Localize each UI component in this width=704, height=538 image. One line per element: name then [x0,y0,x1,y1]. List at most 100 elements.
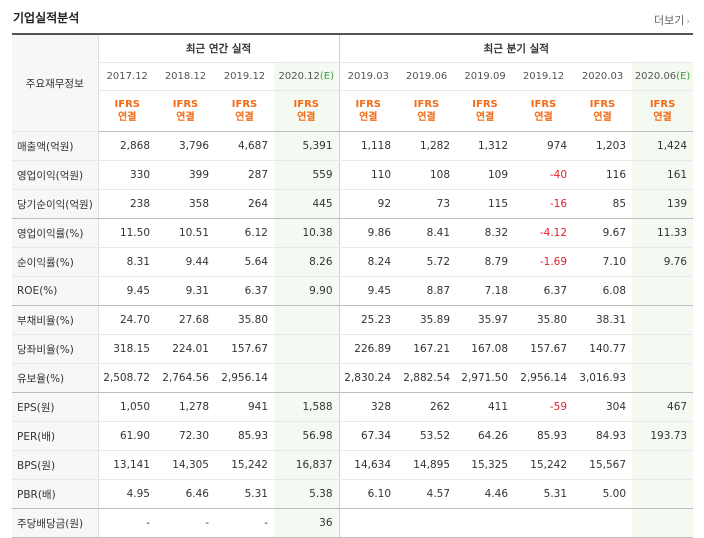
value-cell: 109 [456,160,515,190]
value-cell [274,363,340,393]
value-cell: 24.70 [98,305,156,335]
row-label: PER(배) [12,421,99,451]
period-header: 2020.12(E) [274,62,340,91]
consolidated-label: 연결 [176,112,195,123]
value-cell: 67.34 [338,421,398,451]
period-label: 2020.06 [634,71,677,82]
table-row: 주당배당금(원) - - -36 [12,508,694,538]
period-label: 2019.12 [522,71,565,82]
table-body: 매출액(억원) 2,868 3,796 4,687 5,391 1,118 1,282 1,3… [12,131,694,538]
value-cell: 5,391 [274,131,340,161]
consolidated-label: 연결 [297,112,316,123]
value-cell: 7.18 [456,276,515,306]
ifrs-label: IFRS [472,99,498,110]
period-header: 2017.12 [98,62,156,91]
table-row: 유보율(%) 2,508.72 2,764.56 2,956.14 2,830.24 2,… [12,363,694,393]
value-cell: 15,242 [215,450,274,480]
value-cell: 3,796 [156,131,215,161]
period-header: 2019.09 [456,62,515,91]
value-cell: 1,050 [98,392,156,422]
table-row: 부채비율(%) 24.70 27.68 35.80 25.23 35.89 35.97 35.… [12,305,694,335]
period-label: 2019.12 [223,71,266,82]
table-row: BPS(원) 13,141 14,305 15,242 16,837 14,634 14,8… [12,450,694,480]
value-cell: 85.93 [514,421,574,451]
period-label: 2017.12 [106,71,148,82]
ifrs-label: IFRS [413,99,440,110]
value-cell [632,363,694,393]
value-cell: 330 [98,160,156,190]
row-label: ROE(%) [12,276,99,306]
estimate-mark: (E) [319,71,334,82]
value-cell: 1,312 [456,131,515,161]
ifrs-label: IFRS [649,99,676,110]
consolidated-label: 연결 [475,112,495,123]
consolidated-label: 연결 [534,112,553,123]
table-row: 영업이익률(%) 11.50 10.51 6.12 10.38 9.86 8.41 8.32-… [12,218,694,248]
row-label: 매출액(억원) [12,131,99,161]
value-cell: 27.68 [156,305,215,335]
ifrs-header: IFRS 연결 [338,90,398,132]
value-cell: 11.50 [98,218,156,248]
value-cell [338,508,398,538]
value-cell: 8.32 [456,218,515,248]
value-cell: 115 [456,189,515,219]
value-cell: 559 [274,160,340,190]
ifrs-label: IFRS [355,99,382,110]
value-cell: 10.51 [156,218,215,248]
more-link[interactable]: 더보기 › [654,12,690,28]
more-link-label[interactable]: 더보기 [654,14,685,27]
value-cell: 2,830.24 [338,363,398,393]
value-cell: - [156,508,215,538]
row-label: 부채비율(%) [12,305,99,335]
value-cell: 53.52 [397,421,457,451]
quarter-group-header: 최근 분기 실적 [338,33,694,63]
table-row: EPS(원) 1,050 1,278 941 1,588 328 262 411 -59 304 4… [12,392,694,422]
value-cell: 238 [98,189,156,219]
value-cell: 35.80 [514,305,574,335]
value-cell: 224.01 [156,334,215,364]
value-cell: 411 [456,392,515,422]
period-header-row: 2017.12 2018.12 2019.12 2020.12(E) 2019.03 20… [12,62,694,91]
value-cell: 9.90 [274,276,340,306]
value-cell: 14,305 [156,450,215,480]
period-label: 2019.06 [405,71,448,82]
consolidated-label: 연결 [118,112,137,123]
value-cell: 157.67 [215,334,274,364]
value-cell: 5.00 [573,479,633,509]
value-cell: 8.41 [397,218,457,248]
value-cell [397,508,457,538]
value-cell: - [215,508,274,538]
value-cell: 358 [156,189,215,219]
value-cell: 11.33 [632,218,694,248]
value-cell: 64.26 [456,421,515,451]
table-row: 매출액(억원) 2,868 3,796 4,687 5,391 1,118 1,282 1,3… [12,131,694,161]
period-label: 2018.12 [164,71,207,82]
value-cell: -40 [514,160,574,190]
value-cell: 399 [156,160,215,190]
ifrs-header: IFRS 연결 [215,90,274,132]
value-cell: 6.12 [215,218,274,248]
chevron-right-icon: › [686,17,690,27]
value-cell: 9.45 [98,276,156,306]
row-label: 유보율(%) [12,363,99,393]
value-cell: 8.24 [338,247,398,277]
value-cell: 1,424 [632,131,694,161]
value-cell: 9.76 [632,247,694,277]
value-cell: 16,837 [274,450,340,480]
value-cell [632,479,694,509]
annual-group-header: 최근 연간 실적 [98,33,340,63]
ifrs-header: IFRS 연결 [514,90,574,132]
value-cell: 8.26 [274,247,340,277]
row-label: 영업이익률(%) [12,218,99,248]
label-column-header: 주요재무정보 [12,33,99,132]
ifrs-label: IFRS [114,99,140,110]
value-cell: 35.80 [215,305,274,335]
value-cell: 467 [632,392,694,422]
ifrs-label: IFRS [589,99,616,110]
row-label: 당좌비율(%) [12,334,99,364]
consolidated-label: 연결 [593,112,612,123]
value-cell [632,276,694,306]
value-cell [274,305,340,335]
value-cell: 2,764.56 [156,363,215,393]
ifrs-header: IFRS 연결 [397,90,457,132]
